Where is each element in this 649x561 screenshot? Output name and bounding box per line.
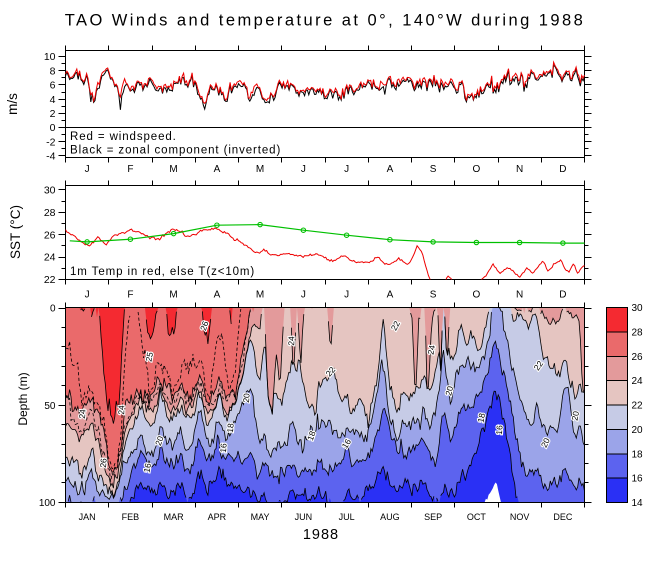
svg-text:26: 26 [98,458,109,469]
svg-text:M: M [256,164,264,175]
svg-text:4: 4 [50,94,56,106]
svg-text:Black = zonal component (inver: Black = zonal component (inverted) [70,145,281,157]
svg-text:D: D [559,290,566,301]
svg-text:0: 0 [50,122,56,134]
svg-text:28: 28 [632,327,644,338]
svg-text:S: S [430,164,437,175]
svg-text:J: J [301,290,306,301]
svg-text:J: J [85,164,90,175]
svg-text:20: 20 [443,385,455,397]
svg-text:100: 100 [39,498,56,509]
svg-text:1988: 1988 [303,527,339,543]
svg-text:A: A [387,290,394,301]
svg-text:A: A [214,290,221,301]
svg-text:M: M [169,290,177,301]
svg-text:16: 16 [494,425,505,435]
svg-text:N: N [516,164,523,175]
svg-text:16: 16 [632,474,644,485]
svg-text:J: J [85,290,90,301]
svg-text:1m Temp in red, else T(z<10m): 1m Temp in red, else T(z<10m) [70,266,255,278]
svg-text:NOV: NOV [510,512,530,522]
svg-text:JUN: JUN [295,512,313,522]
svg-text:24: 24 [116,405,126,415]
svg-text:F: F [127,290,133,301]
svg-text:N: N [516,290,523,301]
svg-text:18: 18 [632,449,644,460]
svg-text:DEC: DEC [553,512,573,522]
svg-text:16: 16 [218,443,229,454]
svg-text:24: 24 [286,336,296,346]
svg-text:S: S [430,290,437,301]
svg-text:26: 26 [632,352,644,363]
svg-text:APR: APR [208,512,227,522]
svg-text:F: F [127,164,133,175]
svg-text:SEP: SEP [424,512,442,522]
svg-text:-4: -4 [46,151,55,163]
svg-text:A: A [387,164,394,175]
svg-text:22: 22 [44,274,56,286]
svg-text:M: M [169,164,177,175]
svg-text:-2: -2 [46,136,55,148]
svg-text:JAN: JAN [79,512,96,522]
svg-text:AUG: AUG [380,512,400,522]
svg-text:O: O [473,290,481,301]
svg-text:SST (°C): SST (°C) [8,205,23,259]
svg-text:20: 20 [570,410,582,421]
svg-text:6: 6 [50,80,56,92]
svg-text:TAO Winds and temperature at 0: TAO Winds and temperature at 0°, 140°W d… [65,12,586,30]
svg-text:18: 18 [225,423,236,434]
svg-text:A: A [214,164,221,175]
svg-text:FEB: FEB [122,512,140,522]
svg-text:20: 20 [241,393,252,404]
svg-text:24: 24 [44,252,56,264]
svg-text:24: 24 [632,376,644,387]
svg-text:MAY: MAY [251,512,270,522]
svg-text:28: 28 [44,207,56,219]
svg-text:J: J [344,164,349,175]
svg-text:14: 14 [632,498,644,509]
svg-text:50: 50 [44,401,56,412]
svg-text:Depth (m): Depth (m) [16,372,30,425]
svg-text:Red = windspeed.: Red = windspeed. [70,131,177,143]
svg-text:25: 25 [144,351,156,362]
svg-text:0: 0 [50,304,56,315]
svg-text:8: 8 [50,65,56,77]
svg-text:16: 16 [142,462,154,473]
svg-text:30: 30 [44,185,56,197]
svg-text:22: 22 [632,401,644,412]
svg-text:10: 10 [44,51,56,63]
svg-text:m/s: m/s [5,93,20,115]
svg-text:24: 24 [426,344,438,355]
svg-text:26: 26 [198,319,211,331]
svg-text:M: M [256,290,264,301]
svg-text:2: 2 [50,108,56,120]
svg-text:O: O [473,164,481,175]
svg-text:J: J [301,164,306,175]
svg-text:26: 26 [44,229,56,241]
svg-text:24: 24 [77,409,88,420]
svg-text:18: 18 [476,412,488,423]
svg-text:J: J [344,290,349,301]
svg-text:D: D [559,164,566,175]
svg-text:MAR: MAR [164,512,185,522]
svg-text:JUL: JUL [339,512,355,522]
svg-text:20: 20 [632,425,644,436]
svg-text:OCT: OCT [467,512,487,522]
svg-text:30: 30 [632,303,644,314]
